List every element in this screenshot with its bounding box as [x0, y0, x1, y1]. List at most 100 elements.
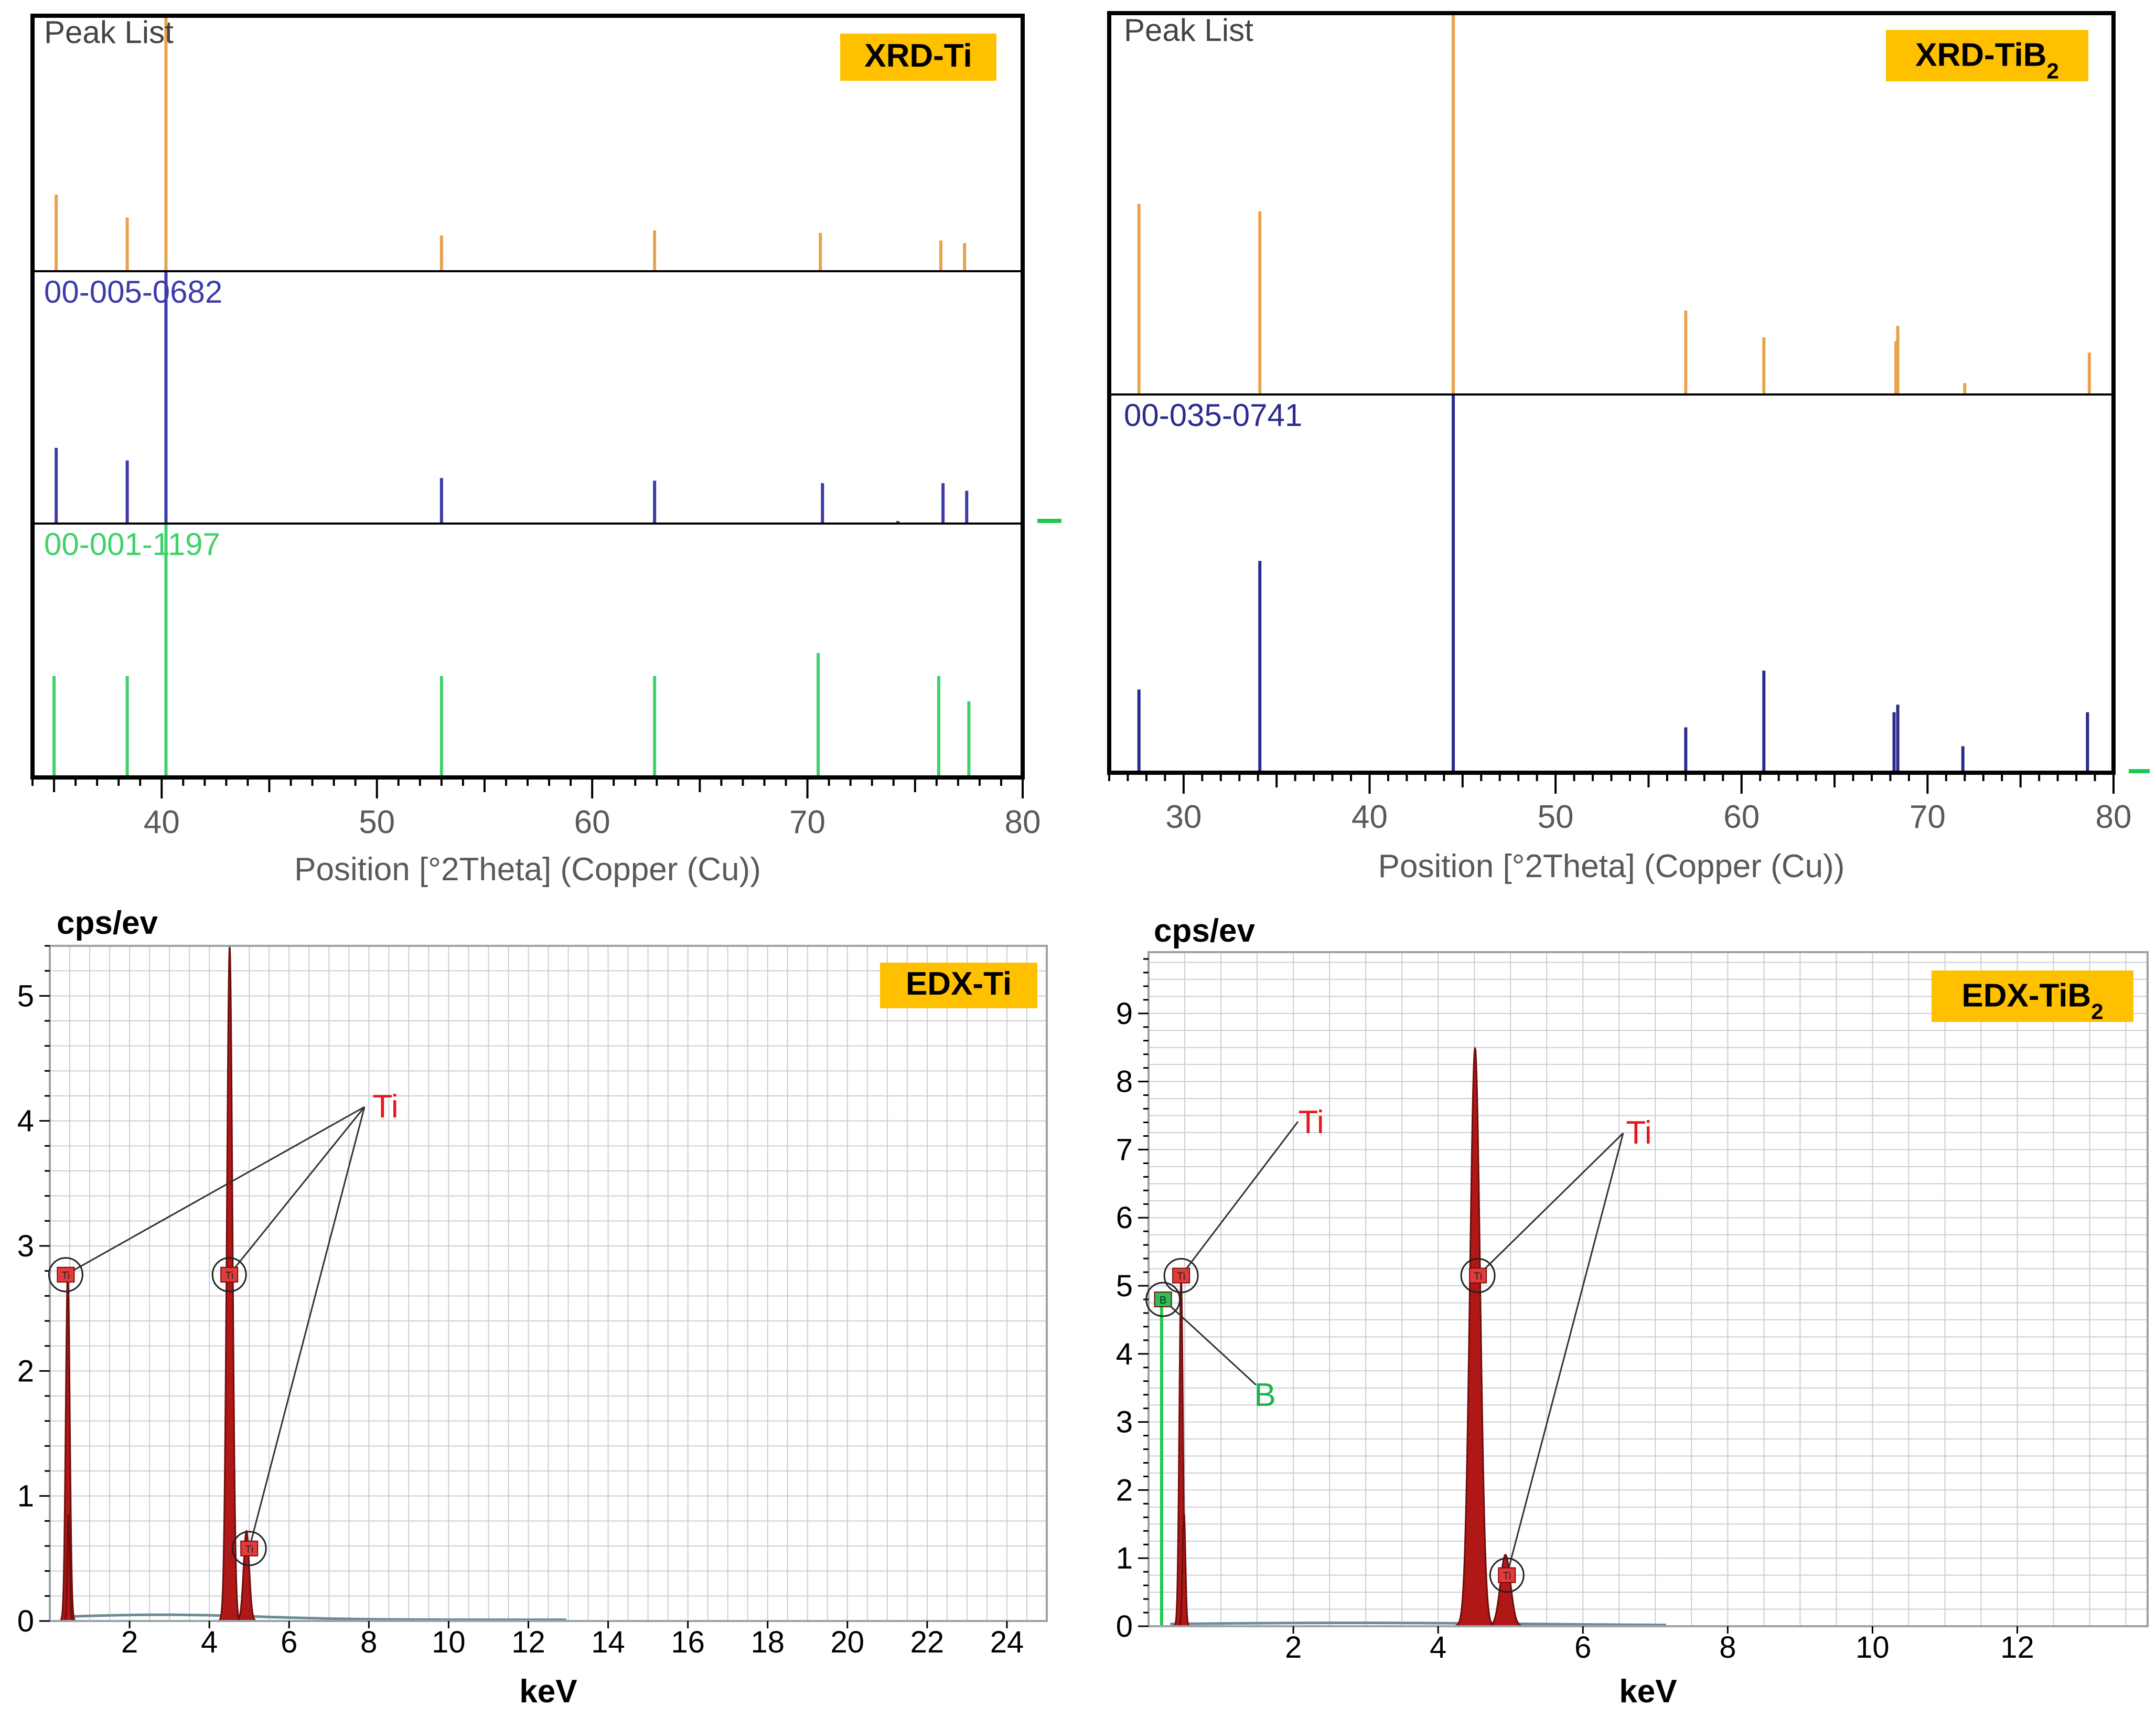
x-tick-label: 50: [359, 804, 395, 840]
plot-frame: [49, 945, 1048, 1622]
series-label: 00-001-1197: [44, 527, 220, 562]
x-tick-label: 4: [201, 1625, 218, 1659]
y-tick-label: 4: [17, 1104, 34, 1138]
annotation-marker-text: Ti: [1503, 1571, 1511, 1582]
x-tick-label: 10: [432, 1625, 466, 1659]
x-tick-label: 40: [1351, 799, 1388, 835]
annotation-marker-text: Ti: [1177, 1271, 1185, 1283]
annotation-leader-line: [1180, 1121, 1299, 1276]
annotation-marker-text: Ti: [61, 1270, 70, 1282]
x-tick-label: 2: [121, 1625, 138, 1659]
x-tick-label: 30: [1165, 799, 1202, 835]
annotation-marker-circle: [1460, 1258, 1496, 1294]
title-badge: [880, 963, 1037, 1008]
boron-peak: [1160, 1303, 1163, 1626]
annotation-marker-box: [1172, 1267, 1190, 1284]
x-tick-label: 16: [671, 1625, 705, 1659]
annotation-leader-line: [1477, 1132, 1624, 1276]
x-tick-label: 14: [591, 1625, 625, 1659]
annotation-marker-text: B: [1160, 1295, 1166, 1306]
x-tick-label: 10: [1855, 1630, 1890, 1665]
grid: [1149, 952, 2148, 1626]
x-tick-label: 40: [144, 804, 180, 840]
spectrum-peak: [63, 1515, 74, 1621]
chart-title: EDX-Ti: [906, 966, 1012, 1002]
x-tick-label: 12: [511, 1625, 545, 1659]
x-tick-label: 50: [1538, 799, 1574, 835]
y-tick-label: 8: [1116, 1065, 1133, 1099]
series-label: 00-035-0741: [1124, 398, 1302, 433]
annotation-marker-circle: [211, 1257, 247, 1293]
annotation-marker-circle: [1145, 1282, 1181, 1317]
y-tick-label: 1: [1116, 1541, 1133, 1575]
y-tick-label: 3: [17, 1229, 34, 1263]
y-axis-label: cps/ev: [57, 905, 158, 941]
annotation-marker-text: Ti: [245, 1544, 253, 1555]
chart-title: XRD-Ti: [864, 38, 972, 74]
x-axis-label: keV: [519, 1673, 577, 1710]
annotation-label: Ti: [1626, 1115, 1651, 1151]
grid: [50, 946, 1047, 1621]
spectrum-peak: [1177, 1513, 1191, 1626]
annotation-label: Ti: [1298, 1104, 1324, 1140]
annotation-leader-line: [1506, 1133, 1624, 1576]
annotation-marker-circle: [48, 1257, 83, 1293]
y-tick-label: 2: [17, 1354, 34, 1388]
y-tick-label: 3: [1116, 1405, 1133, 1439]
annotation-marker-text: Ti: [1474, 1271, 1482, 1283]
annotation-marker-circle: [1489, 1558, 1525, 1593]
xrd-panel-xrd_ti: Peak List 00-005-0682 00-001-1197 40 50 60 70 8…: [30, 14, 1061, 888]
y-tick-label: 5: [17, 979, 34, 1013]
x-axis-label: keV: [1619, 1673, 1677, 1710]
x-tick-label: 70: [789, 804, 825, 840]
y-tick-label: 1: [17, 1479, 34, 1513]
plot-frame: [1147, 951, 2149, 1627]
x-axis-label: Position [°2Theta] (Copper (Cu)): [294, 851, 761, 888]
y-tick-label: 0: [1116, 1609, 1133, 1644]
annotation-marker-circle: [1163, 1258, 1199, 1294]
y-tick-label: 4: [1116, 1337, 1133, 1371]
annotation-marker-text: Ti: [225, 1270, 233, 1282]
spectrum-peak: [1454, 1047, 1496, 1626]
x-tick-label: 8: [1719, 1630, 1736, 1665]
y-tick-label: 0: [17, 1604, 34, 1638]
plot-frame: [30, 14, 1025, 780]
y-axis-label: cps/ev: [1154, 913, 1256, 949]
y-tick-label: 5: [1116, 1269, 1133, 1303]
annotation-marker-box: [1498, 1567, 1516, 1583]
x-tick-label: 80: [1005, 804, 1041, 840]
annotation-leader-line: [229, 1106, 366, 1275]
annotation-marker-box: [1154, 1291, 1172, 1307]
y-tick-label: 7: [1116, 1133, 1133, 1167]
y-tick-label: 9: [1116, 997, 1133, 1031]
xrd-panel-xrd_tib2: Peak List 00-035-0741 30 40 50 60 70 80 Position…: [1107, 11, 2150, 884]
x-tick-label: 22: [910, 1625, 945, 1659]
x-tick-label: 80: [2096, 799, 2132, 835]
annotation-marker-box: [220, 1266, 239, 1283]
y-tick-label: 6: [1116, 1201, 1133, 1235]
title-badge: [840, 34, 996, 81]
spectrum: [59, 946, 566, 1621]
x-tick-label: 2: [1285, 1630, 1302, 1665]
x-tick-label: 6: [281, 1625, 297, 1659]
annotation-label: B: [1254, 1377, 1275, 1413]
title-badge: [1886, 30, 2088, 81]
x-tick-label: 20: [831, 1625, 865, 1659]
annotation-leader-line: [65, 1106, 365, 1276]
spectrum: [1160, 1047, 1667, 1626]
peak-list-header: Peak List: [44, 15, 174, 50]
x-axis-label: Position [°2Theta] (Copper (Cu)): [1378, 848, 1845, 884]
x-tick-label: 60: [1723, 799, 1760, 835]
annotation-marker-box: [1469, 1267, 1487, 1284]
x-tick-label: 12: [2000, 1630, 2034, 1665]
annotation-label: Ti: [372, 1089, 398, 1125]
chart-title-subscript: 2: [2046, 58, 2058, 83]
annotation-leader-line: [1162, 1298, 1257, 1386]
x-tick-label: 8: [360, 1625, 377, 1659]
x-tick-label: 70: [1910, 799, 1946, 835]
x-tick-label: 6: [1574, 1630, 1591, 1665]
title-badge: [1932, 971, 2133, 1022]
annotation-leader-line: [248, 1106, 366, 1549]
